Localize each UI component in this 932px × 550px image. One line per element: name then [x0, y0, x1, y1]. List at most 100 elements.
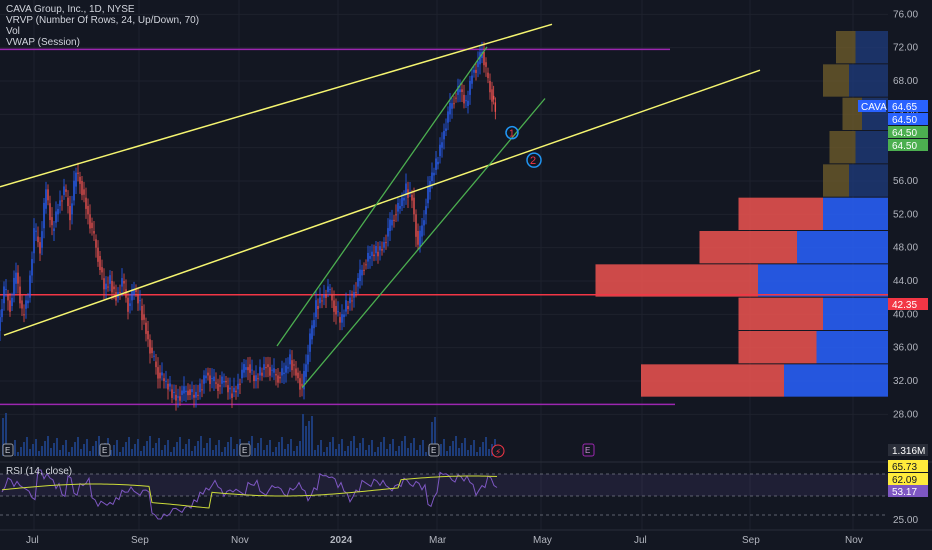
- candle-body: [377, 251, 379, 257]
- volume-bar: [68, 452, 70, 456]
- volume-bar: [92, 446, 94, 456]
- volume-bar: [452, 441, 454, 456]
- volume-bar: [44, 441, 46, 456]
- price-tick-label: 28.00: [893, 409, 918, 420]
- volume-bar: [113, 445, 115, 456]
- candle-body: [325, 294, 327, 298]
- price-tick-label: 40.00: [893, 309, 918, 320]
- candle-body: [373, 254, 375, 257]
- candle-body: [175, 394, 177, 401]
- earnings-marker: [2, 443, 14, 457]
- candle-body: [265, 367, 267, 369]
- volume-bar: [23, 442, 25, 456]
- candle-body: [413, 197, 415, 215]
- candle-body: [93, 231, 95, 234]
- candle-body: [343, 314, 345, 318]
- time-tick-label: Jul: [26, 535, 39, 546]
- vp-up-bar: [797, 231, 888, 264]
- candle-body: [235, 390, 237, 393]
- volume-bar: [257, 443, 259, 456]
- candle-body: [427, 186, 429, 204]
- candle-body: [283, 372, 285, 375]
- candle-body: [405, 183, 407, 195]
- legend-vwap[interactable]: VWAP (Session): [6, 37, 80, 48]
- volume-bar: [266, 445, 268, 456]
- volume-bar: [119, 452, 121, 456]
- candle-body: [461, 89, 463, 92]
- volume-bar: [26, 437, 28, 456]
- candle-body: [465, 100, 467, 102]
- candle-body: [259, 366, 261, 376]
- volume-bar: [323, 452, 325, 456]
- volume-bar: [128, 437, 130, 456]
- vp-down-bar: [823, 64, 849, 97]
- volume-bar: [149, 436, 151, 456]
- volume-bar: [449, 446, 451, 456]
- price-tag-t5: [888, 298, 928, 310]
- candle-body: [45, 189, 47, 209]
- volume-bar: [380, 442, 382, 456]
- volume-bar: [224, 447, 226, 456]
- volume-bar: [302, 414, 304, 456]
- candle-body: [77, 172, 79, 174]
- candle-body: [33, 228, 35, 254]
- volume-bar: [404, 436, 406, 456]
- volume-bar: [386, 449, 388, 456]
- candle-body: [293, 364, 295, 366]
- time-tick-label: Nov: [845, 535, 863, 546]
- candle-body: [17, 272, 19, 284]
- volume-bar: [296, 446, 298, 456]
- candle-body: [75, 172, 77, 187]
- volume-bar: [164, 445, 166, 456]
- volume-bar: [77, 437, 79, 456]
- volume-bar: [230, 437, 232, 456]
- candle-body: [379, 246, 381, 251]
- candle-body: [91, 222, 93, 229]
- candle-body: [137, 294, 139, 304]
- time-tick-label: 2024: [330, 535, 353, 546]
- legend-vol[interactable]: Vol: [6, 26, 20, 37]
- candle-body: [101, 267, 103, 273]
- candle-body: [295, 368, 297, 376]
- volume-bar: [356, 448, 358, 456]
- candle-body: [361, 269, 363, 276]
- candle-body: [299, 378, 301, 390]
- price-tag-text-last: 64.65: [892, 102, 917, 113]
- volume-bar: [443, 439, 445, 456]
- volume-bar: [215, 445, 217, 456]
- candle-body: [357, 278, 359, 287]
- price-tick-label: 48.00: [893, 243, 918, 254]
- volume-bar: [470, 445, 472, 456]
- price-tick-label: 36.00: [893, 343, 918, 354]
- volume-bar: [281, 437, 283, 456]
- volume-bar: [467, 450, 469, 456]
- vp-up-bar: [823, 297, 888, 330]
- candle-body: [125, 289, 127, 298]
- candle-body: [71, 203, 73, 215]
- volume-bar: [182, 449, 184, 456]
- rsi-legend[interactable]: RSI (14, close): [6, 466, 73, 477]
- volume-bar: [350, 441, 352, 456]
- candle-body: [447, 111, 449, 123]
- volume-bar: [86, 439, 88, 456]
- candle-body: [229, 387, 231, 390]
- vp-down-bar: [738, 297, 823, 330]
- vp-up-bar: [758, 264, 888, 297]
- volume-bar: [305, 426, 307, 456]
- volume-bar: [389, 444, 391, 456]
- candle-body: [457, 86, 459, 95]
- volume-bar: [377, 447, 379, 456]
- volume-bar: [158, 438, 160, 456]
- volume-bar: [200, 436, 202, 456]
- legend-vrvp[interactable]: VRVP (Number Of Rows, 24, Up/Down, 70): [6, 15, 200, 26]
- candle-body: [303, 371, 305, 390]
- candle-body: [143, 314, 145, 320]
- volume-bar: [227, 442, 229, 456]
- volume-bar: [461, 443, 463, 456]
- candle-body: [41, 231, 43, 248]
- volume-bar: [251, 436, 253, 456]
- candle-body: [351, 300, 353, 302]
- candle-body: [51, 217, 53, 226]
- volume-bar: [479, 447, 481, 456]
